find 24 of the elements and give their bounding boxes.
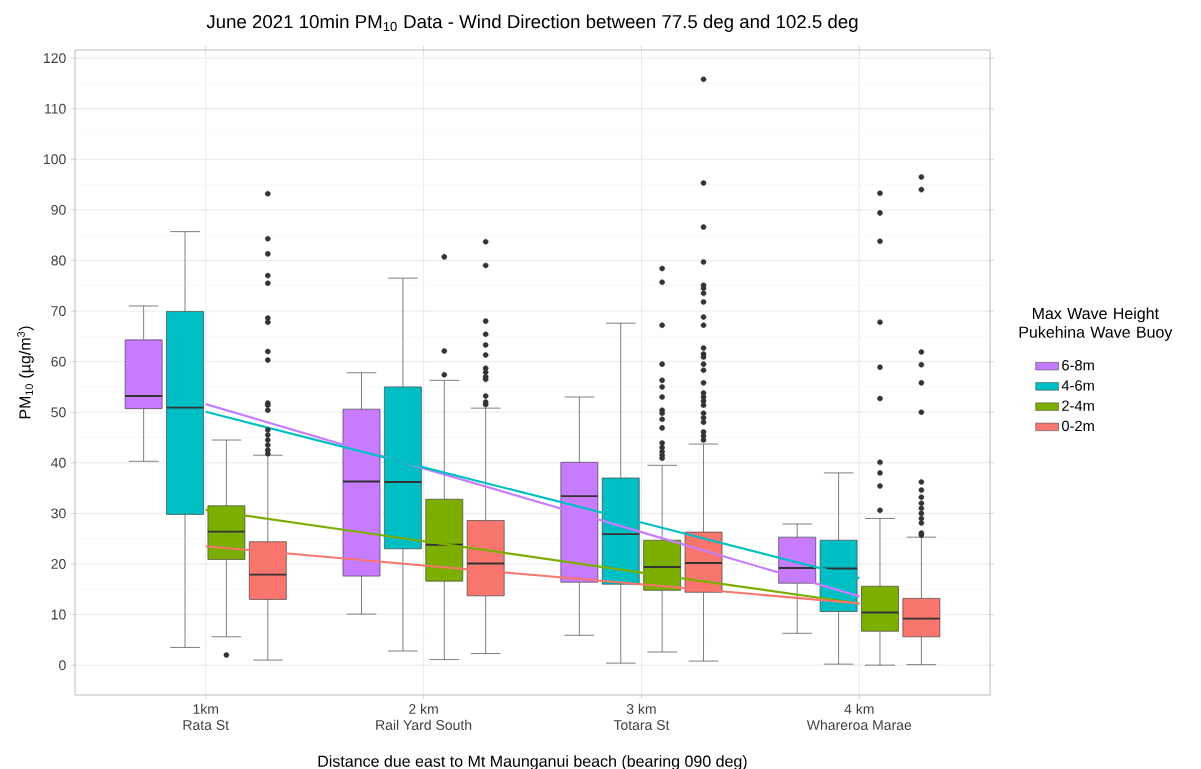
y-tick-label: 30 (51, 508, 66, 519)
y-tick-label: 120 (44, 53, 66, 64)
x-tick-label: 1km Rata St (183, 703, 229, 730)
legend-label: 2-4m (1062, 400, 1094, 411)
y-tick-label: 20 (51, 559, 66, 569)
y-axis-title: PM$_{10}$ (µg/m$^{3}$) (17, 326, 34, 419)
legend-label: 0-2m (1061, 420, 1094, 432)
x-tick-label: 4 km Whareroa Marae (806, 703, 912, 730)
y-tick-label: 80 (51, 255, 66, 266)
legend-label: 4-6m (1061, 380, 1094, 391)
legend-label: 6-8m (1062, 360, 1094, 371)
y-tick-label: 110 (45, 103, 66, 114)
y-tick-label: 50 (51, 407, 66, 418)
y-tick-label: 70 (51, 306, 66, 316)
y-tick-label: 10 (51, 609, 66, 620)
x-tick-label: 3 km Totara St (613, 703, 670, 730)
y-tick-label: 100 (44, 154, 66, 165)
y-tick-label: 40 (51, 457, 66, 468)
x-tick-label: 2 km Rail Yard South (376, 703, 472, 730)
y-tick-label: 60 (51, 356, 66, 367)
y-tick-label: 90 (51, 204, 66, 215)
legend-title: Max Wave Height Pukehina Wave Buoy (1019, 307, 1173, 341)
y-tick-label: 0 (59, 660, 66, 671)
chart-title: June 2021 10min PM$_{10}$ Data - Wind Direction between 77.5 deg and 102.5 deg (206, 14, 858, 32)
